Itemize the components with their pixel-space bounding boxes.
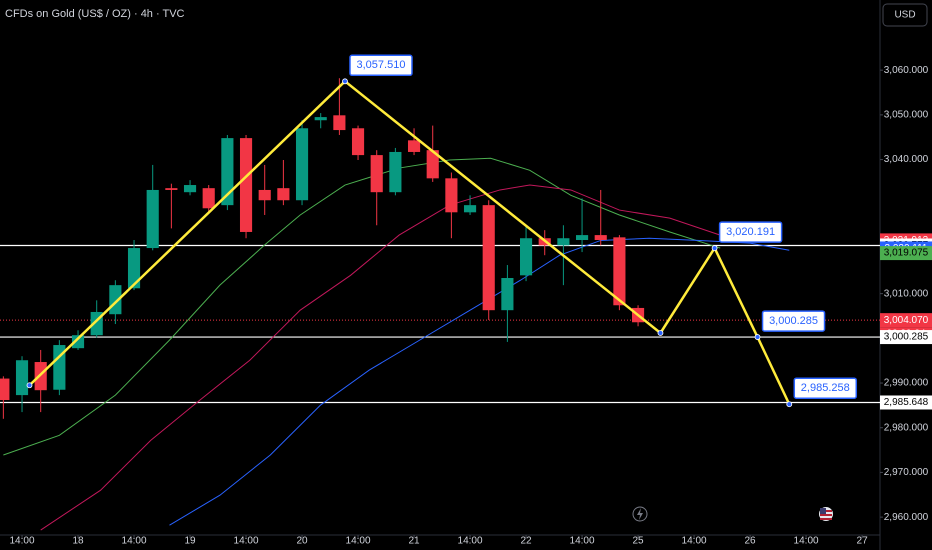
projection-label: 3,057.510 (349, 54, 413, 77)
candle-body (239, 138, 253, 232)
flag-canton[interactable] (820, 508, 826, 514)
x-tick-label: 18 (72, 536, 84, 547)
candle-body (519, 238, 533, 276)
candle-body (594, 235, 607, 241)
candle-body (407, 140, 421, 152)
projection-label-box (718, 221, 783, 243)
event-icon[interactable] (632, 506, 648, 522)
moving-average (40, 184, 721, 531)
projection-label-text: 3,020.191 (726, 226, 775, 238)
candle-body (482, 205, 495, 311)
candle-body (71, 335, 85, 349)
x-tick-label: 14:00 (794, 536, 819, 547)
candle-body (389, 151, 402, 193)
flag-icon[interactable] (819, 507, 833, 521)
x-tick-label: 14:00 (346, 536, 371, 547)
price-label-box (880, 330, 932, 345)
projection-label-text: 2,985.258 (801, 382, 850, 394)
x-tick-label: 14:00 (570, 536, 595, 547)
price-label: 3,019.075 (884, 248, 929, 259)
candle-body (183, 185, 197, 193)
candle-body (575, 235, 589, 241)
candle-body (53, 345, 66, 390)
projection-line (28, 79, 791, 405)
candle-body (277, 188, 290, 201)
candle-body (15, 360, 29, 396)
x-tick-label: 22 (520, 536, 532, 547)
projection-point (711, 245, 718, 251)
moving-average (169, 237, 790, 526)
x-tick-label: 26 (745, 536, 757, 547)
projection-label: 3,000.285 (761, 310, 826, 332)
x-tick-label: 14:00 (122, 536, 147, 547)
projection-label-text: 3,000.285 (769, 315, 818, 327)
projection-label-box (793, 377, 858, 399)
currency-button[interactable] (882, 3, 928, 27)
y-tick-label: 3,040.000 (884, 154, 929, 165)
candle-body (557, 238, 570, 246)
projection-label-box (349, 54, 413, 77)
x-tick-label: 14:00 (458, 536, 483, 547)
x-tick-label: 14:00 (234, 536, 259, 547)
candle-body (221, 138, 234, 206)
candle-body (426, 150, 439, 179)
candle-body (0, 378, 10, 401)
y-tick-label: 2,970.000 (884, 467, 929, 478)
x-tick-label: 19 (184, 536, 196, 547)
projection-point (342, 78, 348, 85)
projection-point (754, 334, 761, 340)
currency-label[interactable]: USD (894, 10, 915, 21)
candle-body (295, 128, 309, 201)
candle-body (351, 128, 365, 156)
candle-body (501, 278, 514, 311)
y-tick-label: 2,960.000 (884, 512, 929, 523)
event-bolt[interactable] (637, 508, 643, 520)
candle-body (333, 115, 346, 131)
y-tick-label: 3,060.000 (884, 65, 929, 76)
x-tick-label: 21 (408, 536, 420, 547)
projection-label: 3,020.191 (718, 221, 783, 243)
candle-body (613, 237, 626, 306)
candle-body (463, 205, 477, 213)
flag-stripe[interactable] (820, 514, 832, 516)
candle-body (165, 188, 178, 190)
candle-body (258, 189, 271, 201)
price-label-box (880, 395, 932, 410)
x-tick-label: 14:00 (10, 536, 35, 547)
chart-title: CFDs on Gold (US$ / OZ) · 4h · TVC (5, 8, 185, 20)
x-tick-label: 27 (857, 536, 869, 547)
y-tick-label: 2,980.000 (884, 422, 929, 433)
projection-label: 2,985.258 (793, 377, 858, 399)
candle-body (370, 155, 383, 193)
projection-label-text: 3,057.510 (357, 59, 406, 71)
candle-body (127, 248, 141, 289)
flag-stripe[interactable] (820, 518, 832, 520)
candle-body (202, 188, 215, 209)
x-tick-label: 25 (633, 536, 645, 547)
y-tick-label: 3,010.000 (884, 288, 929, 299)
candle-body (314, 117, 327, 121)
price-label: 3,000.285 (884, 332, 929, 343)
event-circle[interactable] (632, 506, 648, 522)
y-tick-label: 2,990.000 (884, 378, 929, 389)
projection-point (26, 382, 33, 389)
x-tick-label: 14:00 (682, 536, 707, 547)
x-tick-label: 20 (296, 536, 308, 547)
projection-point (657, 330, 664, 336)
price-label: 2,985.648 (884, 397, 929, 408)
y-tick-label: 3,050.000 (884, 110, 929, 121)
candle-body (445, 178, 458, 213)
projection-point (786, 401, 793, 408)
price-label-box (880, 313, 932, 328)
candle-body (146, 189, 159, 249)
projection-label-box (761, 310, 826, 332)
price-label-box (880, 246, 932, 261)
price-label: 3,004.070 (884, 315, 929, 326)
